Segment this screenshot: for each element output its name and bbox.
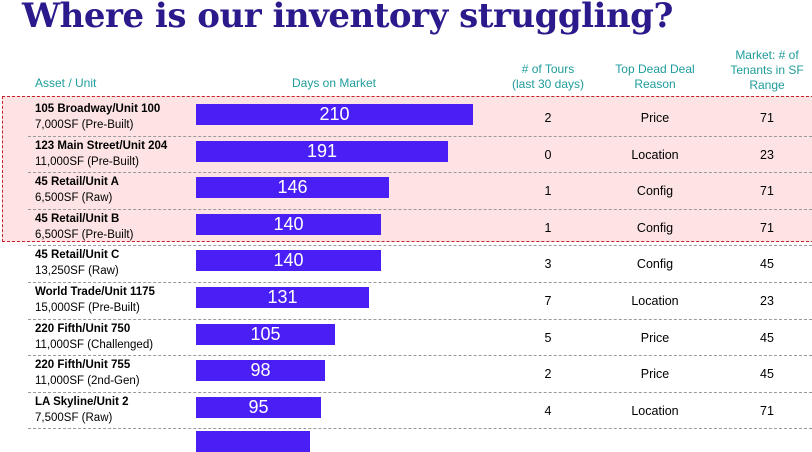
days-bar (196, 104, 473, 125)
days-value-label: 95 (248, 396, 269, 417)
days-bar (196, 396, 321, 418)
row-divider (28, 391, 812, 393)
dead-deal-reason: Config (636, 184, 674, 199)
tours-value: 7 (544, 294, 552, 308)
days-bar (196, 323, 335, 345)
header-days-text: Days on Market (291, 76, 377, 90)
market-tenants-value: 71 (760, 403, 774, 418)
days-value-label: 105 (250, 323, 281, 344)
dead-deal-reason: Location (631, 147, 679, 162)
days-bar (196, 140, 448, 162)
tours-value: 0 (544, 147, 552, 162)
row-divider (28, 245, 812, 247)
row-divider (28, 135, 812, 137)
asset-name: 220 Fifth/Unit 755 (35, 359, 131, 372)
row-divider (28, 318, 812, 320)
row-divider (28, 355, 812, 357)
days-bar (196, 177, 389, 199)
tours-value: 3 (544, 257, 552, 272)
tours-value: 2 (544, 111, 552, 125)
days-value-label: 210 (319, 104, 350, 124)
days-bar (196, 287, 369, 308)
days-value-label: 131 (267, 287, 298, 307)
dead-deal-reason: Config (636, 257, 674, 272)
asset-size: 7,500SF (Raw) (35, 411, 113, 424)
row-divider (28, 208, 812, 210)
asset-name: World Trade/Unit 1175 (35, 286, 155, 298)
market-tenants-value: 23 (760, 147, 774, 162)
dead-deal-reason: Price (640, 330, 670, 345)
dead-deal-reason: Location (631, 294, 679, 308)
market-tenants-value: 71 (760, 111, 774, 125)
asset-size: 15,000SF (Pre-Built) (35, 302, 140, 314)
tours-value: 1 (544, 220, 552, 235)
asset-size: 11,000SF (2nd-Gen) (35, 375, 140, 388)
asset-size: 7,000SF (Pre-Built) (35, 119, 134, 131)
header-asset-text: Asset / Unit (35, 76, 97, 90)
tours-value: 5 (544, 330, 552, 345)
asset-size: 11,000SF (Pre-Built) (35, 155, 139, 168)
market-tenants-value: 45 (760, 367, 774, 382)
asset-name: LA Skyline/Unit 2 (35, 395, 129, 408)
days-value-label: 140 (273, 213, 304, 234)
days-bar (196, 250, 381, 272)
header-days-on-market: Days on Market (244, 76, 424, 91)
header-tours-line1: # of Tours (521, 62, 575, 76)
tours-value: 1 (544, 184, 552, 199)
asset-name: 45 Retail/Unit C (35, 249, 120, 262)
asset-name: 105 Broadway/Unit 100 (35, 103, 161, 115)
dead-deal-reason: Location (631, 403, 679, 418)
header-tours-line2: (last 30 days) (511, 77, 585, 91)
asset-size: 11,000SF (Challenged) (35, 338, 154, 351)
header-reason-line1: Top Dead Deal (615, 62, 695, 76)
market-tenants-value: 45 (760, 330, 774, 345)
dead-deal-reason: Price (640, 367, 670, 382)
header-reason-line2: Reason (634, 77, 676, 91)
market-tenants-value: 23 (760, 294, 774, 308)
tours-value: 2 (544, 367, 552, 382)
dead-deal-reason: Config (636, 220, 674, 235)
header-tours: # of Tours (last 30 days) (498, 62, 598, 92)
asset-name: 45 Retail/Unit A (35, 176, 119, 189)
header-market-line1: Market: # of (735, 48, 799, 62)
market-tenants-value: 71 (760, 184, 774, 199)
page-title: Where is our inventory struggling? (22, 0, 673, 36)
asset-size: 6,500SF (Raw) (35, 192, 113, 205)
header-market-line2: Tenants in SF (730, 63, 804, 77)
asset-size: 13,250SF (Raw) (35, 265, 119, 278)
row-divider (28, 282, 812, 283)
days-bar (196, 213, 381, 235)
market-tenants-value: 45 (760, 257, 774, 272)
row-divider (28, 172, 812, 174)
asset-size: 6,500SF (Pre-Built) (35, 228, 134, 241)
header-market-line3: Range (749, 78, 785, 92)
market-tenants-value: 71 (760, 220, 774, 235)
header-dead-deal-reason: Top Dead Deal Reason (600, 62, 710, 92)
asset-name: 220 Fifth/Unit 750 (35, 322, 131, 335)
days-value-label: 146 (277, 177, 308, 198)
days-bar (196, 360, 325, 382)
days-value-label: 98 (250, 360, 271, 381)
asset-name: 45 Retail/Unit B (35, 212, 120, 225)
asset-name: 123 Main Street/Unit 204 (35, 139, 168, 152)
days-value-label: 191 (306, 140, 338, 161)
days-value-label: 140 (273, 250, 304, 271)
days-bar-partial (196, 431, 310, 452)
tours-value: 4 (544, 403, 552, 418)
header-market-tenants: Market: # of Tenants in SF Range (712, 48, 812, 93)
dead-deal-reason: Price (640, 111, 670, 125)
header-asset-unit: Asset / Unit (35, 76, 96, 91)
row-divider (28, 428, 812, 430)
